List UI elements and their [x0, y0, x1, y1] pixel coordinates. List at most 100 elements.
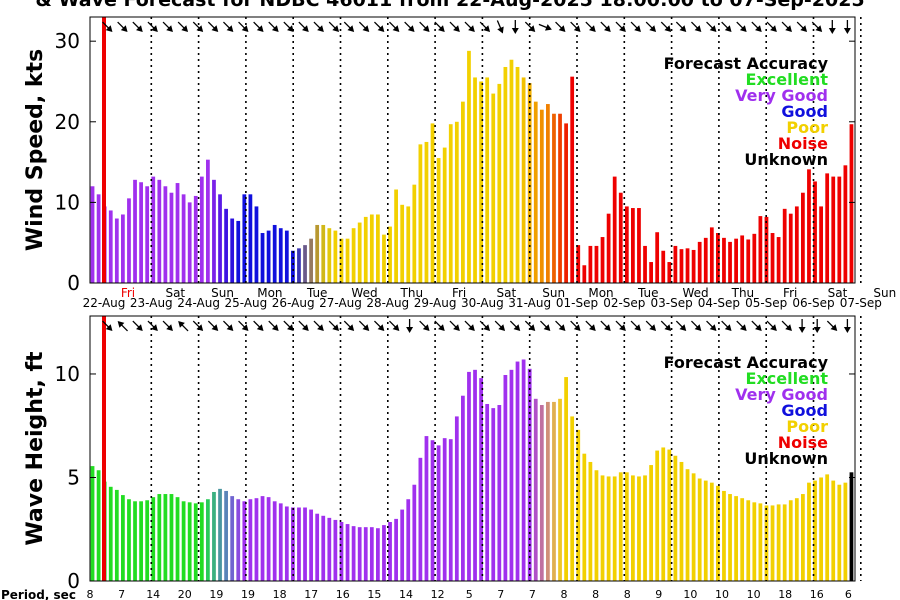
- wind-bar: [369, 214, 374, 283]
- wind-bar: [794, 206, 799, 283]
- wind-direction-arrow: [524, 21, 536, 32]
- wave-bar: [90, 466, 95, 581]
- wave-direction-arrow: [298, 320, 309, 331]
- wave-bar: [716, 485, 720, 581]
- wave-bar: [527, 368, 532, 581]
- day-name-label: Wed: [351, 286, 377, 300]
- wind-bar: [776, 237, 781, 283]
- wind-direction-arrow: [419, 21, 430, 32]
- wave-bar: [272, 501, 277, 581]
- wave-bar: [345, 524, 350, 581]
- wave-bar: [193, 503, 198, 581]
- arrow-head: [709, 25, 717, 32]
- arrow-head: [558, 25, 566, 32]
- arrow-head: [558, 324, 566, 331]
- panel-wave: 0 5 10 Wave Height, ft Forecast AccuracyExce…: [23, 315, 862, 593]
- period-value: 19: [209, 588, 223, 600]
- wave-bar: [801, 494, 805, 581]
- arrow-head: [317, 25, 324, 32]
- wave-bar: [260, 496, 265, 581]
- wave-bar: [114, 489, 119, 581]
- arrow-head: [105, 25, 113, 32]
- wave-bar: [819, 477, 823, 581]
- arrow-head: [573, 25, 581, 32]
- day-name-label: Tue: [306, 286, 328, 300]
- wind-bar: [740, 235, 745, 283]
- wave-bar: [473, 369, 477, 581]
- arrow-head: [543, 324, 551, 331]
- wind-bar: [716, 233, 720, 283]
- wave-bar: [315, 513, 320, 581]
- wind-bar: [127, 198, 131, 283]
- arrow-head: [468, 324, 475, 331]
- period-value: 8: [592, 588, 599, 600]
- wave-bar: [521, 359, 526, 581]
- wave-bar: [187, 502, 192, 581]
- wave-bar: [175, 497, 180, 581]
- wave-bar: [485, 403, 490, 581]
- arrow-head: [166, 25, 173, 32]
- wind-bar: [807, 169, 811, 283]
- wind-bar: [260, 233, 265, 283]
- wind-bar: [843, 165, 848, 283]
- arrow-head: [347, 324, 355, 331]
- wave-bar: [163, 494, 168, 581]
- wind-bar: [752, 233, 757, 283]
- wave-bar: [454, 416, 459, 581]
- wind-direction-arrow: [555, 21, 566, 32]
- wind-bar: [394, 189, 398, 283]
- wave-ytick-label: 0: [67, 569, 80, 593]
- wave-direction-arrow: [162, 320, 173, 331]
- day-name-label: Wed: [683, 286, 709, 300]
- wave-direction-arrow: [406, 319, 414, 333]
- wave-direction-arrow: [570, 320, 581, 331]
- wind-direction-arrow: [645, 21, 657, 32]
- wave-direction-arrow: [555, 320, 566, 331]
- legend-item-noise: Noise: [778, 134, 828, 153]
- wind-direction-arrow: [147, 21, 158, 32]
- wind-direction-arrow: [690, 21, 702, 32]
- wind-bar: [327, 228, 332, 283]
- wind-bar: [436, 158, 441, 283]
- wind-direction-arrow: [238, 21, 249, 32]
- arrow-head: [843, 28, 851, 34]
- day-name-label: Sat: [165, 286, 185, 300]
- wind-bar: [618, 192, 623, 283]
- wave-direction-arrow: [358, 320, 370, 331]
- day-name-label: Fri: [121, 286, 135, 300]
- wind-direction-arrow: [434, 21, 445, 32]
- period-value: 6: [845, 588, 852, 600]
- wind-bar: [709, 227, 714, 283]
- wave-bar: [533, 398, 538, 581]
- wave-bar: [782, 504, 787, 581]
- period-value: 10: [747, 588, 761, 600]
- wave-bar: [206, 499, 210, 581]
- wave-bar: [576, 429, 581, 581]
- arrow-head: [528, 324, 536, 331]
- period-value: 7: [497, 588, 504, 600]
- arrow-head: [545, 24, 552, 31]
- wave-bar: [746, 500, 751, 581]
- legend-item-unknown: Unknown: [744, 449, 828, 468]
- wave-direction-arrow: [736, 320, 747, 331]
- wave-ylabel: Wave Height, ft: [23, 351, 48, 546]
- wind-bar: [782, 208, 787, 283]
- wave-direction-arrow: [721, 320, 732, 331]
- arrow-head: [332, 324, 340, 331]
- wind-bar: [788, 213, 793, 283]
- wind-bar: [175, 183, 180, 283]
- wind-direction-arrow: [736, 21, 747, 32]
- arrow-head: [619, 25, 626, 32]
- legend-item-noise: Noise: [778, 433, 828, 452]
- arrow-head: [392, 25, 400, 32]
- wind-direction-arrow: [117, 21, 128, 32]
- period-value: 18: [778, 588, 792, 600]
- arrow-head: [117, 321, 125, 328]
- wave-bar: [212, 491, 216, 581]
- legend-item-very-good: Very Good: [735, 86, 828, 105]
- period-value: 5: [466, 588, 473, 600]
- day-name-label: Thu: [731, 286, 755, 300]
- wave-direction-arrow: [615, 320, 626, 331]
- wave-bar: [157, 494, 162, 581]
- wind-ylabel: Wind Speed, kts: [23, 49, 48, 251]
